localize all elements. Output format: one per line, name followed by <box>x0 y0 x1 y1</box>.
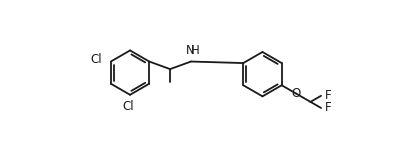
Text: F: F <box>325 102 331 115</box>
Text: O: O <box>292 87 301 100</box>
Text: F: F <box>325 89 331 102</box>
Text: H: H <box>191 44 200 57</box>
Text: Cl: Cl <box>123 100 134 113</box>
Text: N: N <box>185 44 194 57</box>
Text: Cl: Cl <box>91 53 102 66</box>
